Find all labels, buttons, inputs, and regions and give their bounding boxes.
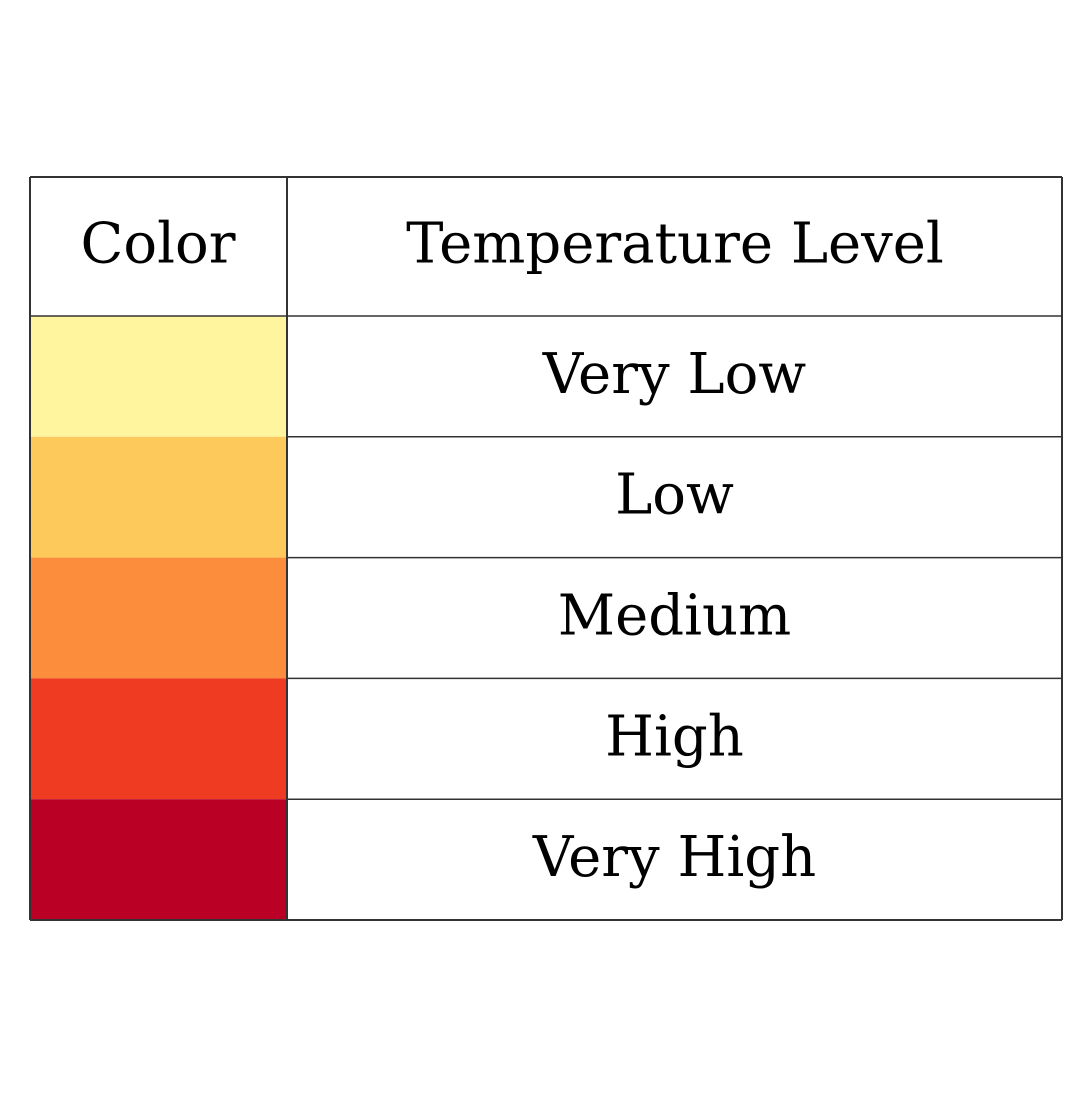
header-cell: Temperature Level <box>406 212 944 277</box>
color-swatch <box>30 557 287 679</box>
level-label: Low <box>615 463 734 528</box>
level-label: Medium <box>558 584 791 649</box>
level-label: High <box>605 704 744 769</box>
color-swatch <box>30 316 287 437</box>
color-swatch <box>30 436 287 558</box>
color-swatch <box>30 678 287 800</box>
color-swatch <box>30 799 287 920</box>
level-label: Very High <box>532 825 816 890</box>
level-label: Very Low <box>542 342 807 407</box>
header-cell: Color <box>81 212 236 277</box>
